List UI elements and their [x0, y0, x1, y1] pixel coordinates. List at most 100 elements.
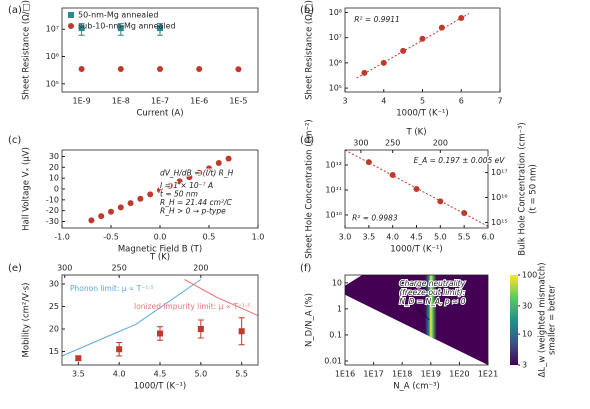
- x-axis-label: 1000/T (K⁻¹): [396, 109, 449, 119]
- colorbar-sublabel: smaller = better: [548, 285, 558, 355]
- x-tick-label: 0.0: [154, 233, 167, 242]
- x2-tick-label: 300: [353, 139, 368, 148]
- x-tick-label: 7: [497, 97, 502, 106]
- x-tick-label: -0.5: [103, 233, 119, 242]
- y-tick-label: 10⁷: [46, 25, 59, 34]
- panel-label: (f): [300, 263, 311, 274]
- x2-tick-label: 200: [433, 139, 448, 148]
- data-point: [458, 15, 465, 22]
- x2-axis-label: T (K): [405, 128, 426, 138]
- x-tick-label: 1E21: [478, 370, 498, 379]
- data-point: [437, 198, 444, 205]
- x-tick-label: 0.5: [203, 233, 216, 242]
- x-tick-label: 4: [381, 97, 386, 106]
- x-tick-label: 5.5: [458, 233, 471, 242]
- x-tick-label: 1E-7: [151, 97, 169, 106]
- x-axis-label: 1000/T (K⁻¹): [134, 382, 187, 392]
- y-tick-label: 20: [49, 325, 59, 334]
- data-point: [461, 209, 468, 216]
- annotation: R² = 0.9983: [352, 214, 398, 223]
- y-tick-label: 0.1: [329, 330, 342, 339]
- plot-frame: [344, 274, 489, 366]
- y2-tick-label: 10¹⁶: [491, 193, 508, 202]
- y2-axis-label: Bulk Hole Concentration (cm⁻³): [518, 122, 528, 255]
- y-tick-label: 10⁵: [46, 79, 59, 88]
- x-axis-label: Magnetic Field B (T): [118, 245, 202, 255]
- x-tick-label: 1E-8: [112, 97, 130, 106]
- y-tick-label: 10⁷: [329, 33, 342, 42]
- data-point: [78, 25, 85, 32]
- colorbar-tick-label: 30: [522, 301, 532, 310]
- y-tick-label: 15: [49, 347, 59, 356]
- x-tick-label: 6: [459, 97, 464, 106]
- data-point: [157, 330, 163, 337]
- x-tick-label: 3: [342, 97, 347, 106]
- data-point: [400, 47, 407, 54]
- x-tick-label: 1E17: [363, 370, 383, 379]
- y-tick-label: 10: [332, 278, 342, 287]
- y-tick-label: 10⁶: [329, 58, 342, 67]
- annotation: I = 1 × 10⁻⁷ A: [160, 181, 213, 190]
- panel-label: (a): [8, 5, 22, 16]
- y-axis-label: Sheet Hole Concentration (cm⁻²): [305, 119, 315, 258]
- y-tick-label: 0: [54, 185, 59, 194]
- x-tick-label: 5: [420, 97, 425, 106]
- colorbar-tick-label: 10: [522, 330, 532, 339]
- data-point: [419, 35, 426, 42]
- y-tick-label: 10⁵: [329, 84, 342, 93]
- x2-tick-label: 300: [57, 264, 72, 273]
- limit-curve: [61, 279, 202, 357]
- curve-label: Phonon limit: μ ∝ T⁻¹·⁵: [70, 284, 154, 293]
- y-axis-label: N_D/N_A (%): [305, 293, 315, 347]
- x-tick-label: 1E20: [449, 370, 469, 379]
- annotation: R² = 0.9911: [354, 15, 400, 24]
- data-point: [197, 326, 204, 332]
- y-axis-label: Hall Voltage Vₓ (μV): [22, 147, 32, 231]
- y-tick-label: 30: [49, 152, 59, 161]
- legend-label: 50-nm-Mg annealed: [78, 11, 158, 20]
- panel-label: (b): [300, 5, 314, 16]
- data-point: [98, 213, 105, 220]
- x-tick-label: 1E18: [392, 370, 412, 379]
- colorbar-label: ΔL_w (weighted mismatch): [538, 262, 548, 377]
- data-point: [108, 208, 114, 215]
- annotation: Charge neutrality: [399, 279, 465, 288]
- y-tick-label: 10¹²: [325, 161, 342, 170]
- data-point: [157, 25, 163, 32]
- data-point: [117, 25, 124, 32]
- data-point: [157, 187, 163, 194]
- y-tick-label: 20: [49, 163, 59, 172]
- x-tick-label: 5.0: [434, 233, 447, 242]
- limit-curve: [184, 279, 259, 316]
- panel-label: (e): [8, 263, 22, 274]
- x2-tick-label: 200: [193, 264, 208, 273]
- annotation: R_H = 21.44 cm²/C: [160, 198, 232, 207]
- data-point: [117, 204, 124, 211]
- data-point: [88, 217, 95, 224]
- curve-label: Ionized impurity limit: μ ∝ T⁺¹·⁵: [134, 302, 250, 311]
- arrow: [416, 307, 430, 321]
- y-tick-label: 10⁸: [329, 8, 342, 17]
- x-tick-label: 4.5: [410, 233, 423, 242]
- legend-marker: [68, 23, 74, 29]
- data-point: [206, 165, 212, 172]
- x-tick-label: 5.5: [235, 370, 248, 379]
- y-tick-label: 0.01: [324, 356, 342, 365]
- heatmap-region: [345, 275, 488, 365]
- annotation: (freeze-out limit):: [399, 288, 465, 297]
- data-point: [389, 171, 396, 178]
- legend-marker: [68, 12, 74, 18]
- data-point: [196, 65, 203, 72]
- y2-axis-sublabel: (t = 50 nm): [529, 164, 539, 214]
- data-point: [166, 182, 173, 189]
- data-point: [75, 355, 82, 362]
- y-tick-label: 10¹⁰: [325, 210, 342, 219]
- data-point: [186, 174, 193, 181]
- y-tick-label: -20: [46, 206, 59, 215]
- data-point: [127, 200, 134, 207]
- x-tick-label: 3.0: [339, 233, 352, 242]
- colorbar: [510, 275, 518, 365]
- x-tick-label: -1.0: [54, 233, 70, 242]
